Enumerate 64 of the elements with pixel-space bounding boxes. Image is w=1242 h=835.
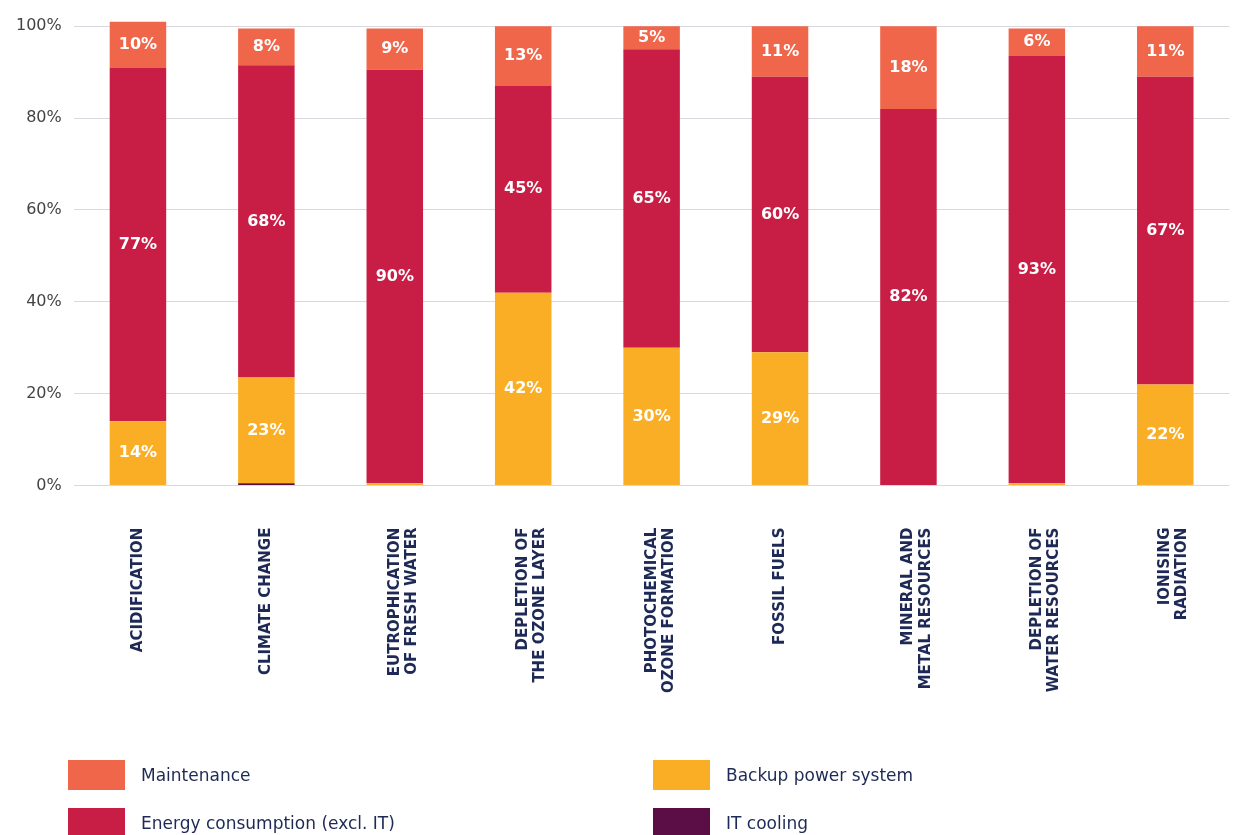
data-label: 22% [1146,423,1185,443]
bar [494,85,552,293]
bar [623,347,680,486]
bar [238,65,295,378]
x-tick-label: FOSSIL FUELS [769,527,788,645]
x-tick-label: CLIMATE CHANGE [256,527,275,676]
y-tick-label: 100% [15,15,62,35]
bar [238,377,295,484]
x-tick-label: ACIDIFICATION [127,527,146,653]
bar [494,26,552,86]
bar [1137,384,1194,486]
data-label: 13% [504,45,543,65]
x-tick-label: PHOTOCHEMICAL OZONE FORMATION [641,527,677,694]
data-label: 6% [1023,31,1051,51]
bar [751,26,809,77]
bar [880,26,937,109]
y-tick-label: 0% [36,474,62,494]
bar [366,69,424,484]
data-label: 11% [1146,40,1185,60]
y-tick-label: 80% [26,107,62,127]
bar [1137,76,1194,385]
data-label: 67% [1146,219,1185,239]
data-label: 93% [1017,258,1057,278]
data-label: 68% [247,210,286,230]
bar [1137,26,1194,77]
bar [109,67,167,422]
y-tick-label: 20% [26,382,62,402]
data-label: 45% [504,178,543,198]
bar [238,28,295,66]
data-label: 14% [118,442,158,462]
bar [494,292,552,486]
legend-label: Energy consumption (excl. IT) [141,813,395,833]
data-label: 11% [760,40,800,60]
bar [623,49,680,348]
data-label: 65% [632,187,671,207]
legend-label: Maintenance [141,765,251,785]
bar [751,352,809,486]
data-label: 8% [252,36,280,56]
data-label: 29% [760,407,800,427]
data-label: 60% [760,203,800,223]
legend-label: Backup power system [726,765,914,785]
y-tick-label: 40% [26,290,62,310]
x-tick-label: IONISING RADIATION [1155,527,1191,621]
data-label: 18% [889,56,928,76]
data-label: 10% [118,33,158,53]
bar [366,28,424,70]
data-label: 5% [638,26,666,46]
data-label: 90% [375,265,414,285]
bar [880,108,937,486]
data-label: 42% [504,378,543,397]
data-label: 9% [381,38,409,58]
x-tick-label: DEPLETION OF THE OZONE LAYER [513,527,549,683]
bar [751,76,809,353]
data-label: 82% [889,286,928,306]
x-tick-label: EUTROPHICATION OF FRESH WATER [384,527,420,677]
x-tick-label: DEPLETION OF WATER RESOURCES [1026,527,1062,693]
y-tick-label: 60% [26,199,62,219]
bar [109,421,167,486]
x-tick-label: MINERAL AND METAL RESOURCES [898,527,934,690]
data-label: 23% [247,419,286,439]
data-label: 30% [632,405,671,425]
data-label: 77% [118,233,158,253]
bar [1008,56,1066,484]
legend-label: IT cooling [726,813,808,833]
